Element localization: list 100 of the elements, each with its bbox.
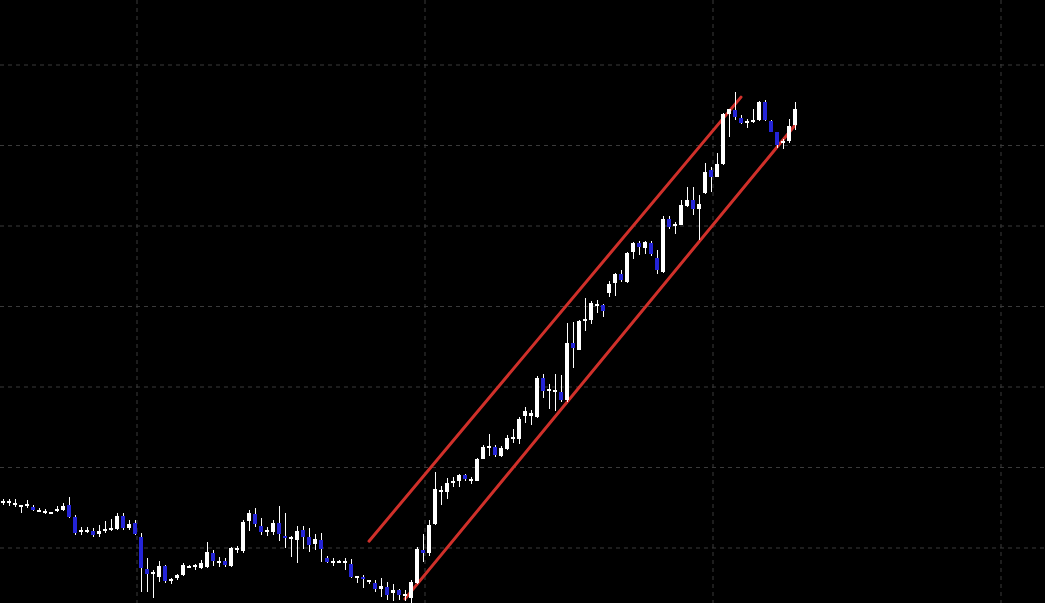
candlestick <box>229 546 233 568</box>
candlestick <box>685 186 689 208</box>
candlestick <box>55 505 59 513</box>
candlestick <box>301 525 305 550</box>
candlestick <box>763 99 767 122</box>
candlestick <box>61 502 65 512</box>
candlestick <box>409 579 413 603</box>
candlestick <box>211 549 215 567</box>
candlestick <box>13 498 17 508</box>
candlestick <box>247 509 251 532</box>
candlestick <box>97 524 101 538</box>
candlestick <box>235 545 239 554</box>
candlestick <box>175 573 179 581</box>
candlestick <box>79 526 83 536</box>
candlestick <box>193 563 197 571</box>
candlestick <box>265 526 269 537</box>
candlestick <box>457 473 461 488</box>
candlestick <box>91 527 95 538</box>
candlestick <box>751 108 755 124</box>
candlestick <box>541 373 545 399</box>
candlestick <box>37 507 41 513</box>
candlestick <box>373 579 377 593</box>
candlestick <box>67 496 71 519</box>
candlestick <box>757 100 761 122</box>
candlestick <box>349 558 353 579</box>
candlestick <box>559 374 563 403</box>
candlestick <box>595 299 599 314</box>
candlestick <box>379 577 383 598</box>
candlestick <box>703 162 707 195</box>
candlestick <box>655 249 659 275</box>
candlestick <box>103 520 107 534</box>
candlestick <box>733 91 737 121</box>
candlestick <box>307 527 311 553</box>
candlestick <box>547 383 551 410</box>
candlestick <box>157 560 161 583</box>
candlestick <box>43 508 47 515</box>
candlestick <box>19 504 23 514</box>
candlestick <box>253 507 257 528</box>
candlestick <box>727 108 731 138</box>
candlestick <box>517 416 521 445</box>
candlestick <box>331 557 335 567</box>
candlestick <box>673 221 677 235</box>
candlestick <box>289 535 293 558</box>
candlestick <box>277 505 281 542</box>
candlestick <box>529 409 533 426</box>
candlestick <box>691 186 695 216</box>
candlestick <box>283 512 287 549</box>
candlestick <box>715 152 719 178</box>
candlestick <box>439 485 443 506</box>
candlestick <box>205 541 209 569</box>
candlestick <box>223 557 227 568</box>
candlestick <box>85 526 89 534</box>
candlestick <box>487 433 491 457</box>
candlestick <box>391 583 395 602</box>
candlestick <box>421 533 425 563</box>
candlestick <box>475 457 479 482</box>
candlestick <box>343 557 347 571</box>
candlestick <box>397 588 401 601</box>
candlestick <box>469 476 473 485</box>
candlestick <box>637 240 641 256</box>
candlestick <box>169 577 173 585</box>
candlestick <box>697 194 701 241</box>
candlestick <box>601 303 605 318</box>
candlestick <box>385 581 389 601</box>
candlestick <box>745 118 749 129</box>
candlestick <box>25 499 29 509</box>
candlestick <box>145 557 149 593</box>
candlestick <box>445 477 449 500</box>
candlestick <box>295 525 299 564</box>
candlestick <box>73 514 77 536</box>
candlestick <box>511 428 515 444</box>
candlestick <box>367 579 371 585</box>
candlestick <box>355 575 359 584</box>
candlestick <box>451 476 455 488</box>
candlestick <box>217 556 221 568</box>
candlestick <box>319 532 323 563</box>
candlestick <box>631 241 635 260</box>
candlestick <box>583 297 587 332</box>
candlestick <box>7 498 11 507</box>
candlestick <box>709 166 713 193</box>
candlestick <box>31 504 35 512</box>
candlestick <box>613 272 617 297</box>
candlestick <box>679 199 683 226</box>
candlestick <box>571 321 575 369</box>
candlestick <box>1 498 5 506</box>
candlestick <box>793 101 797 131</box>
candlestick <box>151 569 155 599</box>
candlestick <box>127 519 131 531</box>
candlestick <box>313 533 317 551</box>
candlestick <box>643 240 647 255</box>
candlestick <box>259 517 263 536</box>
candlestick <box>403 589 407 602</box>
candlestick <box>523 406 527 424</box>
candlestick <box>619 269 623 283</box>
candlestick <box>589 300 593 325</box>
candlestick <box>109 518 113 532</box>
candlestick <box>781 138 785 150</box>
candlestick <box>361 574 365 589</box>
candlestick <box>553 373 557 412</box>
candlestick <box>787 118 791 144</box>
